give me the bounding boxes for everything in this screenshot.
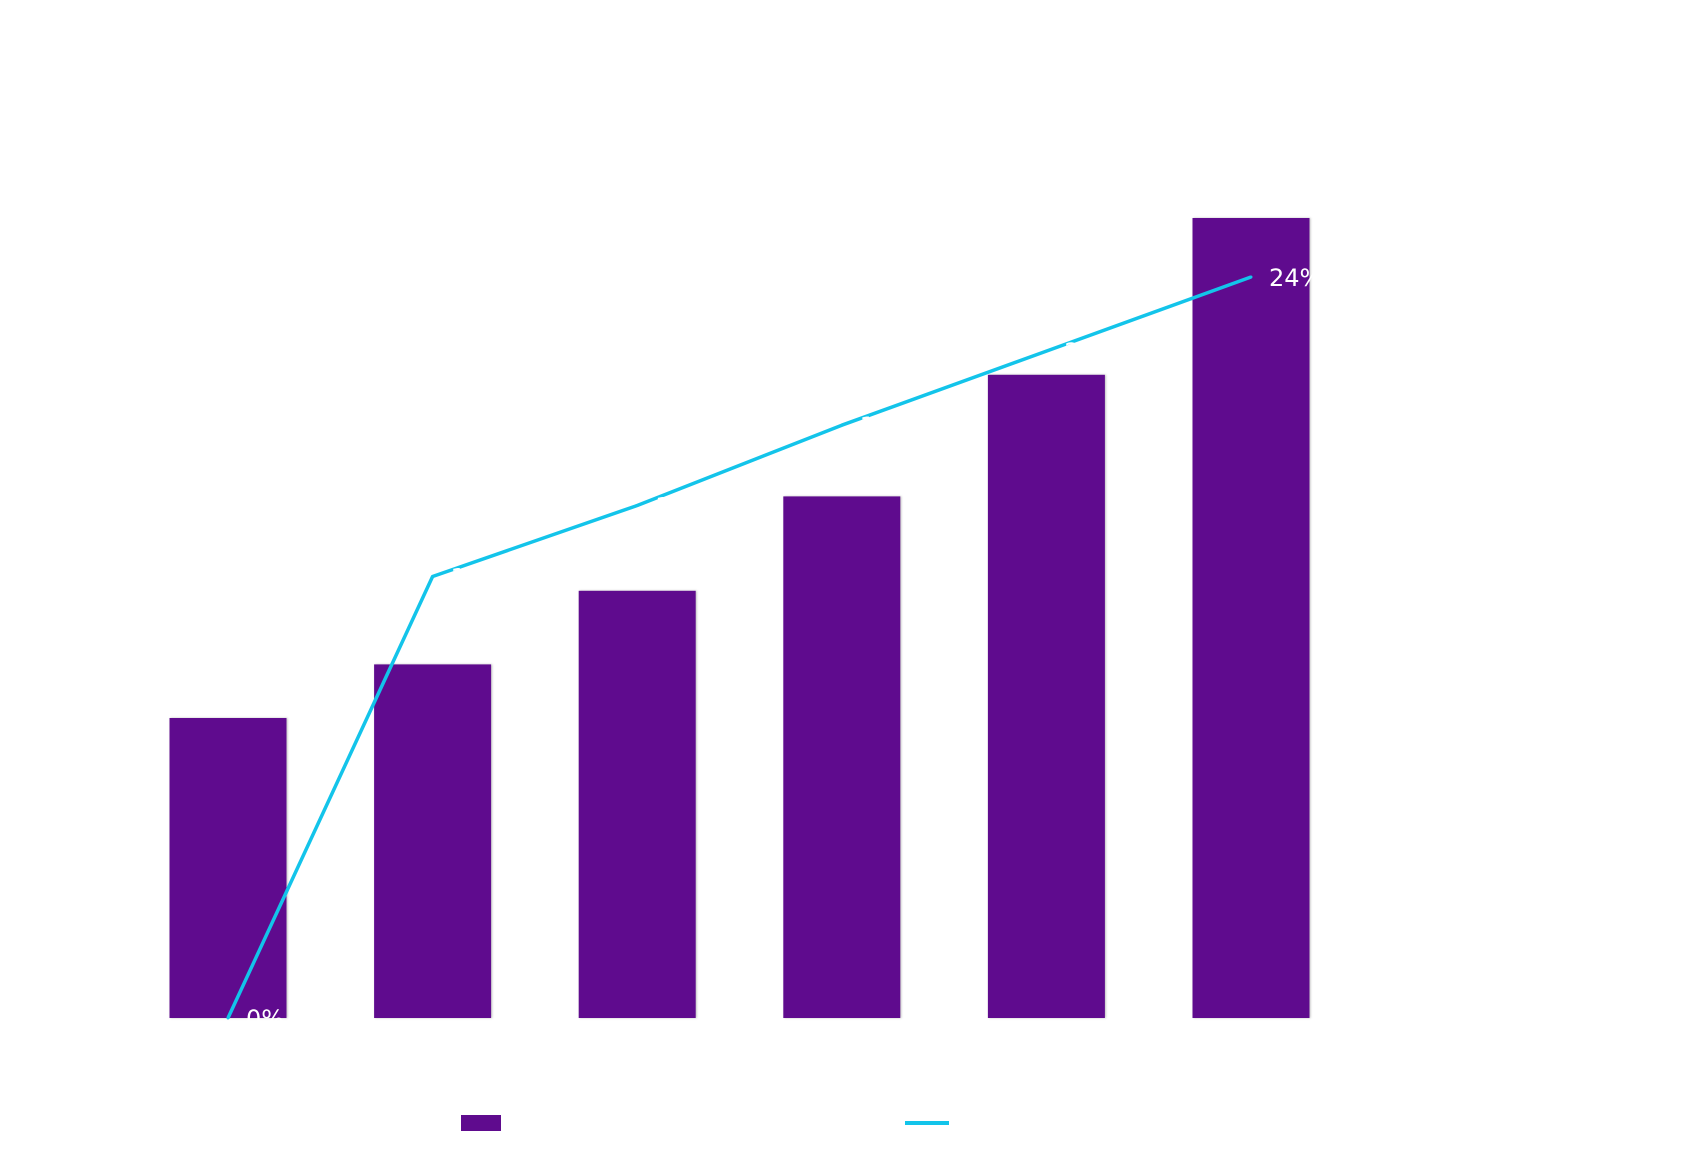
line-data-label-4: 19%	[860, 412, 913, 440]
labels-layer: 0% 14% 17% 19% 22% 24%	[246, 264, 1322, 1033]
line-data-label-2: 14%	[451, 564, 504, 592]
line-point-2	[431, 575, 435, 578]
bar-5	[987, 374, 1105, 1018]
line-layer	[226, 275, 1253, 1020]
series-line	[226, 275, 1252, 1019]
line-point-1	[226, 1016, 230, 1020]
bar-3	[578, 590, 696, 1018]
line-point-4	[840, 423, 844, 427]
legend-bar-swatch	[461, 1115, 501, 1131]
bar-1	[169, 718, 287, 1018]
line-data-label-1: 0%	[246, 1005, 284, 1033]
line-data-label-5: 22%	[1064, 338, 1117, 366]
legend	[461, 1115, 949, 1131]
bar-6	[1192, 218, 1310, 1018]
bar-4	[783, 496, 901, 1018]
bars-layer	[169, 218, 1310, 1018]
line-point-5	[1044, 349, 1048, 353]
line-data-label-6: 24%	[1269, 264, 1322, 292]
bar-2	[374, 664, 492, 1018]
line-point-6	[1249, 275, 1253, 279]
line-data-label-3: 17%	[655, 493, 708, 521]
line-point-3	[635, 504, 639, 507]
